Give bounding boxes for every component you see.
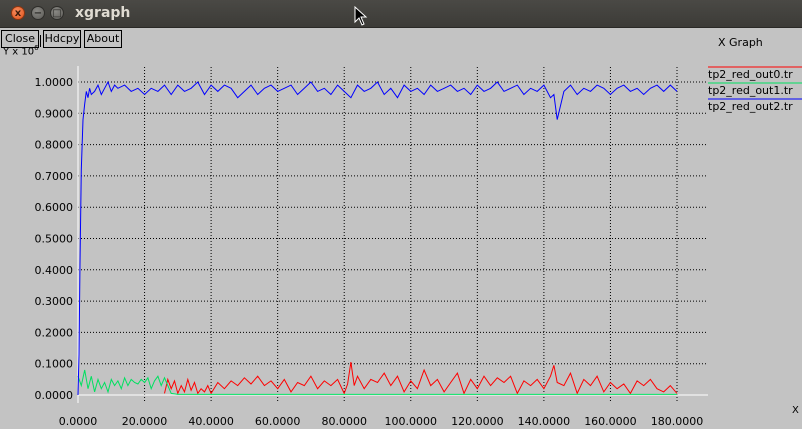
y-axis-label-prefix: Y x 10 [3, 46, 35, 58]
window-title: xgraph [75, 5, 131, 21]
y-tick-label: 0.6000 [35, 201, 74, 214]
x-tick-label: 80.0000 [321, 415, 367, 428]
window-maximize-icon[interactable]: □ [50, 6, 64, 20]
y-tick-label: 0.9000 [35, 107, 74, 120]
y-tick-label: 1.0000 [35, 76, 74, 89]
y-tick-label: 0.0000 [35, 389, 74, 402]
about-button[interactable]: About [84, 30, 122, 48]
hdcpy-button[interactable]: Hdcpy [40, 30, 81, 48]
y-tick-label: 0.1000 [35, 358, 74, 371]
x-tick-label: 100.0000 [385, 415, 438, 428]
y-tick-label: 0.5000 [35, 233, 74, 246]
graph-title: X Graph [718, 36, 763, 49]
y-tick-label: 0.2000 [35, 326, 74, 339]
window-close-icon[interactable]: x [11, 6, 25, 20]
y-axis-label: Y x 106 [3, 44, 39, 57]
legend-label: tp2_red_out1.tr [708, 84, 793, 97]
x-tick-label: 40.0000 [188, 415, 234, 428]
y-axis-label-exponent: 6 [34, 44, 39, 52]
close-button[interactable]: Close [1, 30, 39, 48]
series-line-2 [77, 80, 678, 396]
y-tick-label: 0.7000 [35, 170, 74, 183]
x-axis-label: X [792, 405, 799, 416]
x-tick-label: 20.0000 [122, 415, 168, 428]
series-line-0 [164, 362, 678, 395]
mouse-pointer-icon [354, 6, 368, 26]
y-tick-label: 0.3000 [35, 295, 74, 308]
x-tick-label: 160.0000 [584, 415, 637, 428]
legend-label: tp2_red_out2.tr [708, 100, 793, 113]
x-tick-label: 60.0000 [255, 415, 301, 428]
x-tick-label: 180.0000 [651, 415, 704, 428]
series-line-1 [77, 369, 677, 395]
x-tick-label: 120.0000 [451, 415, 504, 428]
y-tick-label: 0.4000 [35, 264, 74, 277]
x-tick-label: 0.0000 [59, 415, 98, 428]
window-minimize-icon[interactable]: − [31, 6, 45, 20]
y-tick-label: 0.8000 [35, 139, 74, 152]
title-bar[interactable]: x − □ xgraph [0, 0, 802, 28]
x-tick-label: 140.0000 [518, 415, 571, 428]
legend-label: tp2_red_out0.tr [708, 68, 793, 81]
